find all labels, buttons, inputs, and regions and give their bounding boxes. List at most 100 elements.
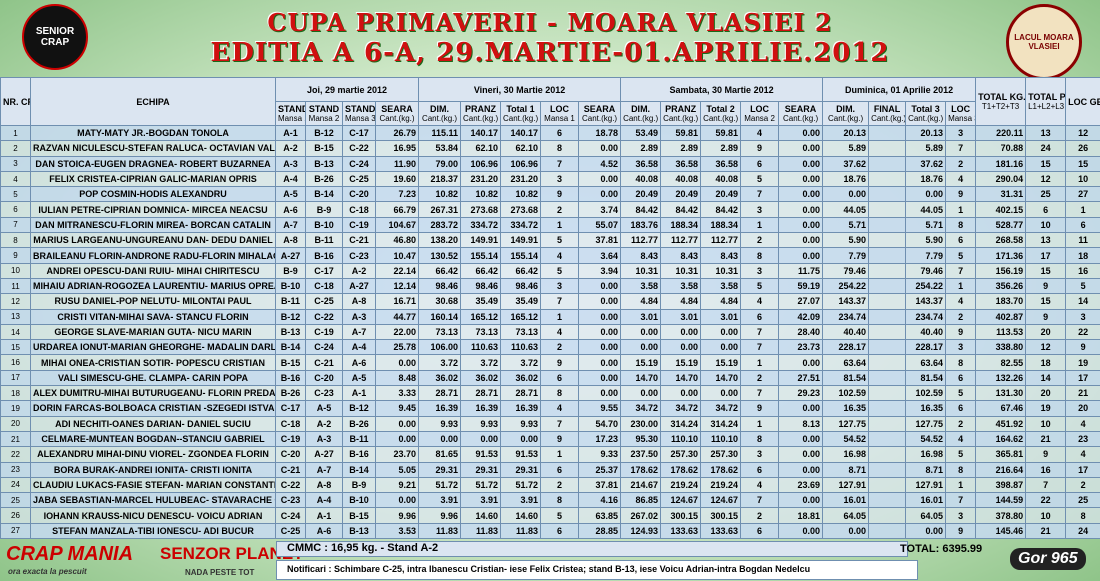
cell: 40.40 — [822, 323, 870, 341]
cell: 228.17 — [822, 339, 870, 356]
cell: A-5 — [305, 400, 343, 417]
sponsor-tagline: NADA PESTE TOT — [185, 568, 255, 577]
cell: 36.58 — [700, 155, 742, 172]
total: TOTAL: 6395.99 — [900, 543, 983, 555]
cell: 20.49 — [660, 186, 702, 203]
cell: 0.00 — [778, 186, 824, 203]
cell: 5.05 — [375, 461, 419, 478]
cell: 6 — [540, 522, 579, 540]
cell: 133.63 — [700, 522, 742, 540]
cell: 2 — [540, 201, 579, 218]
cell — [868, 385, 907, 402]
cell: 7 — [740, 339, 780, 356]
cell: C-25 — [275, 522, 306, 540]
column-header: NR. CRT. — [0, 77, 31, 126]
cell: 5 — [540, 507, 579, 524]
cell: 9.93 — [418, 415, 461, 432]
cell: A-4 — [275, 170, 306, 188]
cell: B-13 — [275, 323, 306, 341]
table-row: 10 ANDREI OPESCU-DANI RUIU- MIHAI CHIRITE… — [0, 262, 1100, 279]
cell: 165.12 — [460, 308, 501, 325]
cell: 8.48 — [375, 369, 419, 387]
column-sublabel: Cant.(kg.) — [463, 113, 499, 123]
cell: 59.81 — [700, 124, 742, 142]
cell — [868, 140, 907, 157]
cell: 234.74 — [822, 308, 870, 325]
cell: 15 — [1065, 155, 1100, 172]
column-label: LOC GEN. — [1068, 96, 1100, 107]
cell: 21 — [1025, 522, 1067, 540]
cell: 0.00 — [660, 339, 702, 356]
cell: 2.89 — [620, 140, 662, 157]
cell: 2.89 — [700, 140, 742, 157]
cell: 6 — [945, 232, 977, 249]
cell — [868, 232, 907, 249]
cell: 214.67 — [620, 476, 662, 494]
cell: 138.20 — [418, 232, 461, 249]
cell: A-6 — [305, 522, 343, 540]
cell: 5 — [945, 247, 977, 264]
cell: B-16 — [342, 446, 376, 463]
column-sublabel: Mansa 1 — [278, 113, 305, 123]
column-header: Total 1 Cant.(kg.) — [500, 101, 541, 126]
cell: 15.19 — [620, 354, 662, 371]
cell: 1 — [740, 415, 780, 432]
cell: 398.87 — [975, 476, 1027, 494]
cell: 4 — [540, 323, 579, 341]
cell: 12.14 — [375, 277, 419, 295]
cell: 0.00 — [620, 385, 662, 402]
cell: 9 — [740, 400, 780, 417]
cell: 16.98 — [822, 446, 870, 463]
table-row: 2 RAZVAN NICULESCU-STEFAN RALUCA- OCTAVIA… — [0, 140, 1100, 157]
cell: 314.24 — [700, 415, 742, 432]
cell: C-20 — [275, 446, 306, 463]
cell: 13 — [1025, 232, 1067, 249]
cell: 23 — [0, 461, 31, 478]
cell: 273.68 — [500, 201, 541, 218]
sponsor-tagline: ora exacta la pescuit — [8, 567, 87, 576]
column-header: PRANZ Cant.(kg.) — [660, 101, 702, 126]
team-name: FELIX CRISTEA-CIPRIAN GALIC-MARIAN OPRIS — [30, 170, 276, 188]
cell: 7.23 — [375, 186, 419, 203]
cell: 8 — [540, 385, 579, 402]
cell: 9 — [0, 247, 31, 264]
cell: A-1 — [305, 507, 343, 524]
cell: 79.00 — [418, 155, 461, 172]
cell: 2 — [0, 140, 31, 157]
column-label: ECHIPA — [136, 96, 170, 107]
cell: B-11 — [305, 232, 343, 249]
cell: 27 — [0, 522, 31, 540]
cell: 1 — [540, 216, 579, 234]
cell: 7 — [540, 415, 579, 432]
cell: 9 — [1025, 308, 1067, 325]
cell: C-17 — [275, 400, 306, 417]
cell: 4.84 — [700, 293, 742, 310]
cell: 7 — [540, 293, 579, 310]
cell: 10 — [1025, 415, 1067, 432]
table-row: 23 BORA BURAK-ANDREI IONITA- CRISTI IONIT… — [0, 461, 1100, 478]
cell: 28.71 — [418, 385, 461, 402]
column-label: LOC — [951, 103, 971, 114]
cell — [868, 354, 907, 371]
cell: 1 — [740, 354, 780, 371]
column-label: SEARA — [381, 103, 413, 114]
team-name: DAN STOICA-EUGEN DRAGNEA- ROBERT BUZARNE… — [30, 155, 276, 172]
cell: 84.42 — [620, 201, 662, 218]
cell: A-8 — [305, 476, 343, 494]
cell: 0.00 — [778, 201, 824, 218]
cell: 4.52 — [577, 155, 622, 172]
cell: 378.80 — [975, 507, 1027, 524]
cell: 2 — [945, 308, 977, 325]
cell: 0.00 — [778, 124, 824, 142]
cell: 0.00 — [577, 385, 622, 402]
table-row: 9 BRAILEANU FLORIN-ANDRONE RADU-FLORIN MI… — [0, 247, 1100, 264]
cell: 37.62 — [905, 155, 947, 172]
table-row: 4 FELIX CRISTEA-CIPRIAN GALIC-MARIAN OPRI… — [0, 170, 1100, 188]
cell: 44.05 — [822, 201, 870, 218]
team-name: CELMARE-MUNTEAN BOGDAN--STANCIU GABRIEL — [30, 430, 276, 448]
column-sublabel: Cant.(kg.) — [828, 113, 864, 123]
team-name: GEORGE SLAVE-MARIAN GUTA- NICU MARIN — [30, 323, 276, 341]
cell: 9.96 — [418, 507, 461, 524]
cell: C-20 — [305, 369, 343, 387]
cell — [868, 369, 907, 387]
